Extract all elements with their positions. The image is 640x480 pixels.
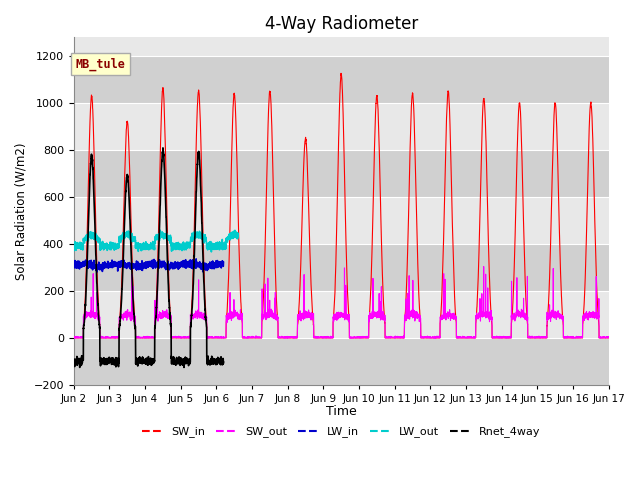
Title: 4-Way Radiometer: 4-Way Radiometer <box>264 15 418 33</box>
Bar <box>74 103 609 150</box>
Text: MB_tule: MB_tule <box>76 57 125 71</box>
Bar <box>74 197 609 244</box>
Legend: SW_in, SW_out, LW_in, LW_out, Rnet_4way: SW_in, SW_out, LW_in, LW_out, Rnet_4way <box>138 422 545 442</box>
Bar <box>74 338 609 385</box>
Bar <box>74 291 609 338</box>
Bar <box>74 56 609 103</box>
Y-axis label: Solar Radiation (W/m2): Solar Radiation (W/m2) <box>15 143 28 280</box>
X-axis label: Time: Time <box>326 405 356 418</box>
Bar <box>74 244 609 291</box>
Bar <box>74 150 609 197</box>
